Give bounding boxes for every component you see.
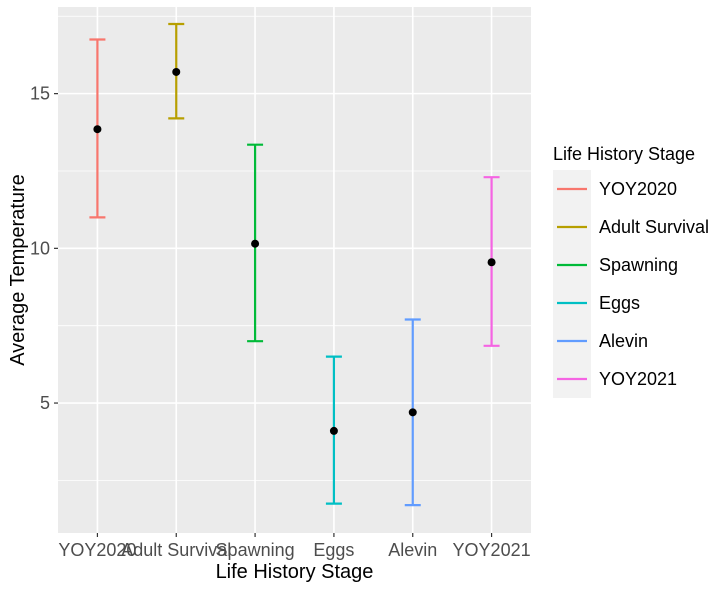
- y-tick-label: 15: [30, 84, 50, 104]
- mean-point: [408, 408, 417, 417]
- mean-points: [93, 67, 496, 435]
- legend-entry: Adult Survival: [553, 208, 709, 246]
- y-tick-label: 10: [30, 238, 50, 258]
- legend-entry: YOY2021: [553, 360, 677, 398]
- legend-entry: Alevin: [553, 322, 648, 360]
- x-tick-label: YOY2021: [453, 540, 531, 560]
- legend-label: YOY2021: [599, 369, 677, 389]
- mean-point: [329, 426, 338, 435]
- mean-point: [172, 67, 181, 76]
- legend-entry: Spawning: [553, 246, 678, 284]
- legend-label: Adult Survival: [599, 217, 709, 237]
- legend-entry: YOY2020: [553, 170, 677, 208]
- x-tick-label: Eggs: [313, 540, 354, 560]
- x-tick-label: Adult Survival: [121, 540, 231, 560]
- legend: Life History Stage YOY2020 Adult Survival…: [553, 144, 709, 398]
- mean-point: [487, 258, 496, 267]
- legend-label: Eggs: [599, 293, 640, 313]
- legend-entry: Eggs: [553, 284, 640, 322]
- x-axis-title: Life History Stage: [216, 561, 374, 583]
- legend-title: Life History Stage: [553, 144, 695, 164]
- y-tick-label: 5: [40, 393, 50, 413]
- plot-panel: [58, 7, 531, 533]
- x-tick-label: Spawning: [216, 540, 295, 560]
- x-tick-label: YOY2020: [58, 540, 136, 560]
- y-axis-title: Average Temperature: [7, 174, 29, 366]
- y-axis: 5 10 15: [30, 84, 58, 413]
- x-tick-label: Alevin: [388, 540, 437, 560]
- legend-label: YOY2020: [599, 179, 677, 199]
- mean-point: [93, 125, 102, 134]
- mean-point: [251, 239, 260, 248]
- legend-label: Alevin: [599, 331, 648, 351]
- legend-label: Spawning: [599, 255, 678, 275]
